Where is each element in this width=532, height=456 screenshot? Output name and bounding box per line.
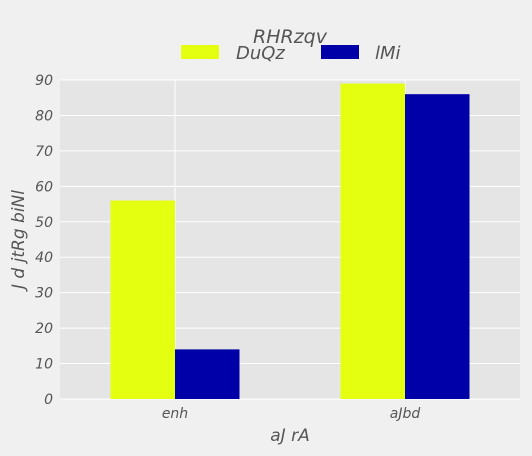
y-tick-label: 20 (35, 321, 53, 337)
bar-lmi-ajbd (405, 94, 470, 399)
y-tick-label: 60 (35, 179, 53, 195)
y-tick-label: 0 (44, 392, 53, 408)
legend-label-duqz: DuQz (236, 43, 285, 64)
x-tick-label: aJbd (390, 406, 421, 422)
y-axis-ticks: 0 10 20 30 40 50 60 70 80 90 (35, 73, 53, 408)
legend-label-lmi: lMi (375, 43, 401, 64)
y-axis-label: J d jtRg biNl (9, 190, 29, 292)
y-tick-label: 90 (35, 73, 53, 89)
x-axis-ticks: enh aJbd (162, 406, 421, 422)
x-axis-label: aJ rA (270, 426, 309, 446)
legend: RHRzqv DuQz lMi (181, 26, 401, 64)
bar-duqz-enh (110, 200, 175, 399)
y-tick-label: 80 (35, 108, 53, 124)
legend-title: RHRzqv (253, 26, 328, 48)
y-tick-label: 10 (35, 357, 53, 373)
x-tick-label: enh (162, 406, 188, 422)
y-tick-label: 70 (35, 144, 53, 160)
y-tick-label: 50 (35, 215, 53, 231)
bar-duqz-ajbd (340, 83, 405, 400)
bar-lmi-enh (175, 349, 240, 399)
legend-swatch-duqz (181, 45, 219, 59)
bars (110, 83, 470, 400)
legend-swatch-lmi (321, 45, 359, 59)
y-tick-label: 40 (35, 250, 53, 266)
y-tick-label: 30 (35, 286, 53, 302)
